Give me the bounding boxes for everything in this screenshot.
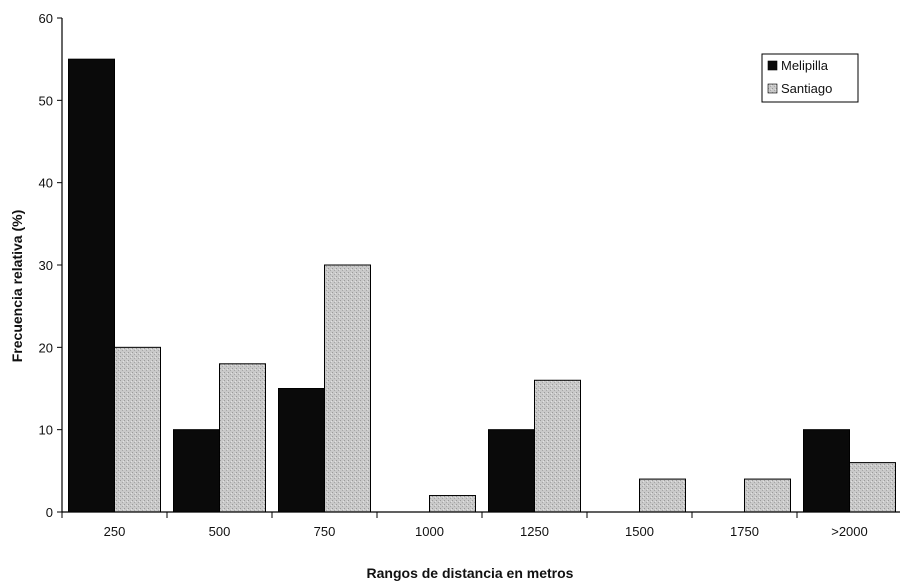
x-axis-title: Rangos de distancia en metros <box>367 565 574 581</box>
x-tick-label: 500 <box>209 524 231 539</box>
legend-box <box>761 53 859 103</box>
bar-santiago-2000 <box>849 462 896 513</box>
bar-santiago-500 <box>219 363 266 513</box>
x-ticks-group: 250 500 750 1000 1250 1500 1750 >2000 <box>61 512 868 539</box>
bar-santiago-1250 <box>534 379 581 513</box>
bar-santiago-1500 <box>639 478 686 513</box>
y-tick-label: 40 <box>39 176 53 191</box>
legend-swatch-santiago <box>767 83 778 94</box>
y-tick-label: 10 <box>39 423 53 438</box>
bar-melipilla-1250 <box>488 429 535 513</box>
bars-group <box>68 58 896 513</box>
y-tick-label: 0 <box>46 505 53 520</box>
legend-label-melipilla: Melipilla <box>781 58 829 73</box>
x-tick-label: 1750 <box>730 524 759 539</box>
x-tick-label: >2000 <box>831 524 868 539</box>
bar-melipilla-500 <box>173 429 220 513</box>
y-axis-title: Frecuencia relativa (%) <box>9 210 25 363</box>
x-tick-label: 1250 <box>520 524 549 539</box>
y-tick-label: 20 <box>39 340 53 355</box>
bar-melipilla-750 <box>278 388 325 513</box>
legend-swatch-melipilla <box>767 60 778 71</box>
bar-santiago-750 <box>324 264 371 513</box>
x-tick-label: 1000 <box>415 524 444 539</box>
x-tick-label: 1500 <box>625 524 654 539</box>
x-tick-label: 250 <box>104 524 126 539</box>
bar-melipilla-250 <box>68 58 115 513</box>
bar-santiago-1750 <box>744 478 791 513</box>
bar-santiago-1000 <box>429 495 476 513</box>
legend: Melipilla Santiago <box>761 53 859 103</box>
bar-melipilla-2000 <box>803 429 850 513</box>
x-tick-label: 750 <box>314 524 336 539</box>
y-tick-label: 50 <box>39 93 53 108</box>
legend-label-santiago: Santiago <box>781 81 832 96</box>
y-tick-label: 30 <box>39 258 53 273</box>
y-ticks-group: 0 10 20 30 40 50 60 <box>39 11 62 520</box>
y-tick-label: 60 <box>39 11 53 26</box>
bar-santiago-250 <box>114 346 161 513</box>
